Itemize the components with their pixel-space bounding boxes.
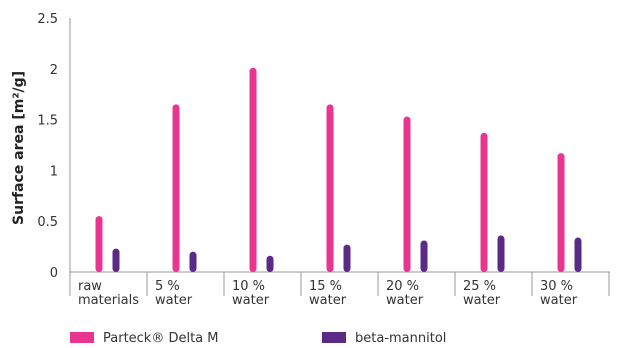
bar-beta-mannitol xyxy=(343,244,351,272)
bar-parteck-delta-m xyxy=(172,104,180,272)
category-separators xyxy=(69,272,610,296)
category-label: 30 % xyxy=(540,279,573,294)
category-label: 10 % xyxy=(232,279,265,294)
y-axis-label: Surface area [m²/g] xyxy=(11,71,27,225)
legend-label: beta-mannitol xyxy=(355,331,446,346)
y-tick-labels: 0 0.5 1 1.5 2 2.5 xyxy=(37,12,58,281)
category-label: 25 % xyxy=(463,279,496,294)
category-label: water xyxy=(232,293,270,308)
y-tick-label: 0.5 xyxy=(37,215,58,230)
bar-beta-mannitol xyxy=(189,251,197,272)
bar-beta-mannitol xyxy=(112,248,120,272)
bar-parteck-delta-m xyxy=(326,104,334,272)
bar-parteck-delta-m xyxy=(95,216,103,272)
y-tick-label: 1.5 xyxy=(37,114,58,129)
category-label: 20 % xyxy=(386,279,419,294)
y-tick-label: 1 xyxy=(50,164,58,179)
legend-swatch xyxy=(70,332,94,343)
y-tick-label: 0 xyxy=(50,266,58,281)
category-label: 15 % xyxy=(309,279,342,294)
legend-swatch xyxy=(322,332,346,343)
category-label: water xyxy=(463,293,501,308)
category-label: raw xyxy=(78,279,102,294)
legend: Parteck® Delta M beta-mannitol xyxy=(70,331,446,346)
bars xyxy=(95,67,582,272)
bar-parteck-delta-m xyxy=(557,153,565,272)
legend-label: Parteck® Delta M xyxy=(103,331,219,346)
category-label: water xyxy=(155,293,193,308)
category-label: water xyxy=(540,293,578,308)
bar-parteck-delta-m xyxy=(480,132,488,272)
bar-beta-mannitol xyxy=(266,255,274,272)
bar-parteck-delta-m xyxy=(403,116,411,272)
bar-beta-mannitol xyxy=(497,235,505,272)
category-label: materials xyxy=(78,293,139,308)
category-label: 5 % xyxy=(155,279,180,294)
y-tick-label: 2.5 xyxy=(37,12,58,27)
bar-beta-mannitol xyxy=(574,237,582,272)
category-label: water xyxy=(309,293,347,308)
y-tick-label: 2 xyxy=(50,63,58,78)
bar-parteck-delta-m xyxy=(249,67,257,272)
bar-beta-mannitol xyxy=(420,240,428,272)
category-label: water xyxy=(386,293,424,308)
